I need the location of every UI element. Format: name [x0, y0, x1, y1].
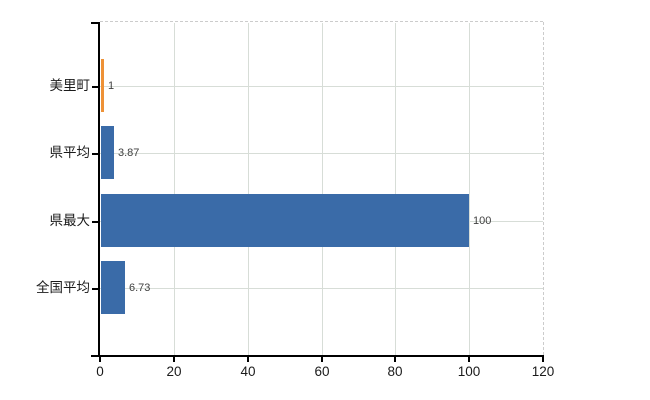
category-label: 美里町 [49, 78, 91, 93]
gridline-horizontal [100, 153, 543, 154]
gridline-vertical [248, 23, 249, 355]
x-tick [394, 357, 396, 362]
gridline-vertical [395, 23, 396, 355]
y-tick [92, 221, 99, 223]
x-tick-label: 60 [314, 364, 330, 379]
y-tick [92, 288, 99, 290]
category-label: 県最大 [49, 213, 91, 228]
y-axis-endcap-top [91, 22, 99, 24]
bar-1 [101, 126, 114, 179]
x-tick-label: 120 [531, 364, 555, 379]
x-tick-label: 0 [96, 364, 104, 379]
x-tick [173, 357, 175, 362]
value-label: 1 [108, 80, 115, 92]
x-tick [321, 357, 323, 362]
bar-0 [101, 59, 104, 112]
x-tick [542, 357, 544, 362]
x-axis [91, 355, 544, 357]
value-label: 100 [473, 215, 492, 227]
y-tick [92, 86, 99, 88]
bar-2 [101, 194, 469, 247]
plot-border-right [543, 22, 544, 355]
gridline-vertical [322, 23, 323, 355]
x-tick-label: 80 [387, 364, 403, 379]
value-label: 3.87 [118, 147, 140, 159]
plot-border-top [100, 21, 543, 22]
x-tick-label: 100 [457, 364, 481, 379]
y-axis [98, 22, 100, 355]
x-tick-label: 40 [240, 364, 256, 379]
x-tick [468, 357, 470, 362]
x-tick [99, 357, 101, 362]
gridline-vertical [174, 23, 175, 355]
x-tick-label: 20 [166, 364, 182, 379]
category-label: 全国平均 [36, 280, 90, 295]
gridline-vertical [469, 23, 470, 355]
gridline-horizontal [100, 288, 543, 289]
y-tick [92, 153, 99, 155]
bar-3 [101, 261, 125, 314]
x-tick [247, 357, 249, 362]
gridline-horizontal [100, 86, 543, 87]
category-label: 県平均 [49, 145, 91, 160]
value-label: 6.73 [129, 282, 151, 294]
